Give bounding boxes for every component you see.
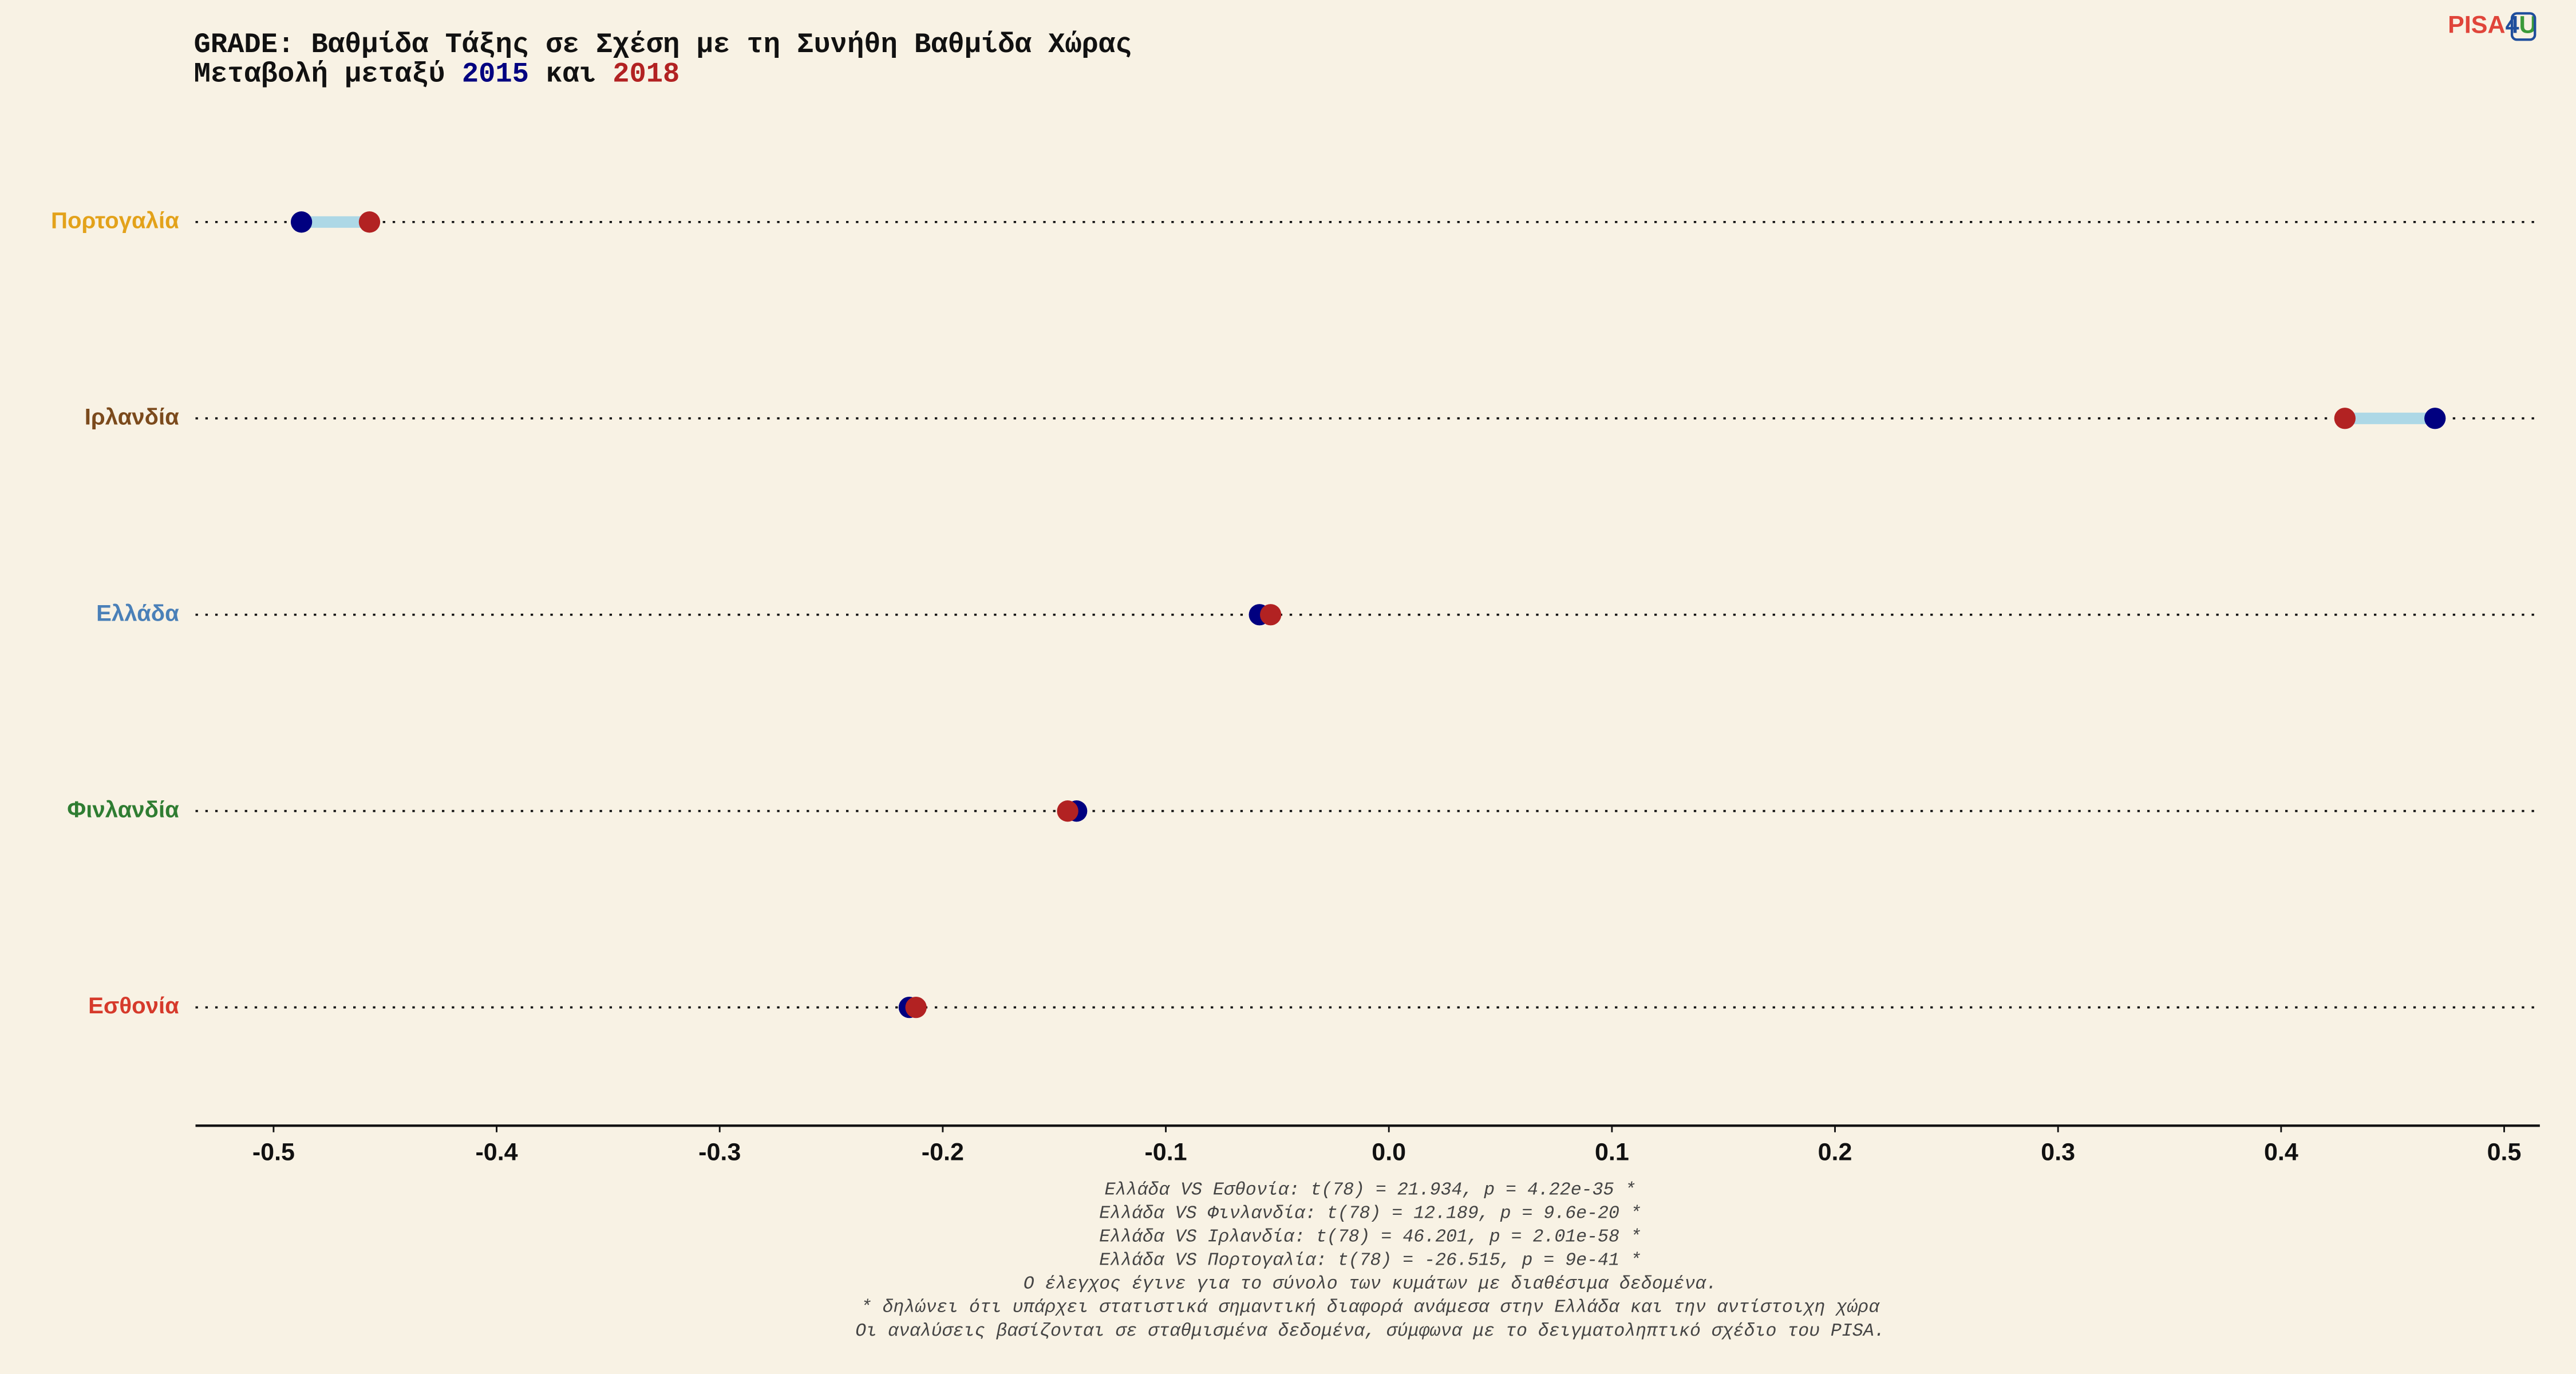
x-tick-label: 0.2 <box>1818 1138 1852 1166</box>
footnote: Ελλάδα VS Φινλανδία: t(78) = 12.189, p =… <box>1099 1204 1641 1224</box>
chart-subtitle: Μεταβολή μεταξύ 2015 και 2018 <box>194 58 680 90</box>
x-tick-label: -0.3 <box>698 1138 741 1166</box>
point <box>358 211 381 233</box>
footnote: Οι αναλύσεις βασίζονται σε σταθμισμένα δ… <box>855 1321 1884 1341</box>
point <box>290 211 313 233</box>
footnote: Ο έλεγχος έγινε για το σύνολο των κυμάτω… <box>1024 1274 1717 1294</box>
footnote: * δηλώνει ότι υπάρχει στατιστικά σημαντι… <box>861 1298 1880 1318</box>
x-tick-label: 0.5 <box>2487 1138 2522 1166</box>
x-tick-label: -0.5 <box>252 1138 295 1166</box>
subtitle-year: 2018 <box>613 58 679 90</box>
y-tick-label: Ελλάδα <box>96 600 179 626</box>
point <box>1260 604 1282 626</box>
y-tick-label: Εσθονία <box>88 993 179 1018</box>
point <box>2424 408 2446 429</box>
footnote: Ελλάδα VS Ιρλανδία: t(78) = 46.201, p = … <box>1099 1227 1641 1247</box>
chart-title: GRADE: Βαθμίδα Τάξης σε Σχέση με τη Συνή… <box>194 29 1132 61</box>
subtitle-text: Μεταβολή μεταξύ <box>194 58 445 90</box>
x-tick-label: -0.4 <box>475 1138 517 1166</box>
logo-box <box>2510 12 2537 41</box>
y-tick-label: Πορτογαλία <box>51 207 179 233</box>
point <box>1057 800 1078 822</box>
subtitle-text: και <box>546 58 596 90</box>
x-tick-label: -0.2 <box>922 1138 964 1166</box>
point <box>905 996 927 1018</box>
footnote: Ελλάδα VS Εσθονία: t(78) = 21.934, p = 4… <box>1105 1180 1636 1201</box>
logo: PISA4U <box>2448 11 2537 39</box>
footnote: Ελλάδα VS Πορτογαλία: t(78) = -26.515, p… <box>1099 1251 1641 1271</box>
y-tick-label: Ιρλανδία <box>85 404 179 429</box>
y-tick-label: Φινλανδία <box>67 796 179 822</box>
x-tick-label: 0.4 <box>2264 1138 2298 1166</box>
subtitle-year: 2015 <box>462 58 529 90</box>
x-tick-label: 0.1 <box>1595 1138 1629 1166</box>
x-tick-label: 0.3 <box>2041 1138 2075 1166</box>
x-tick-label: -0.1 <box>1144 1138 1187 1166</box>
x-tick-label: 0.0 <box>1372 1138 1406 1166</box>
logo-part: PISA <box>2448 11 2505 39</box>
point <box>2334 408 2356 429</box>
